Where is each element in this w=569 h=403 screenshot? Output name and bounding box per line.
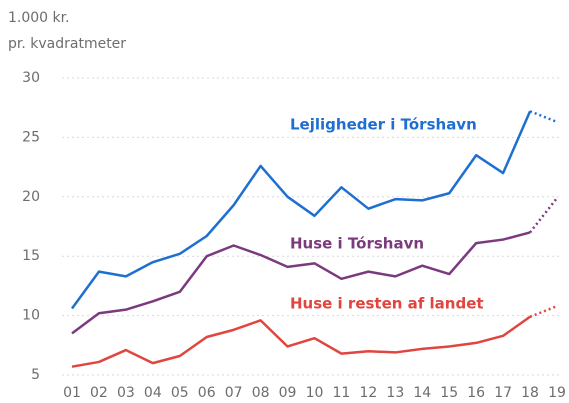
x-tick-label: 07 [225,385,243,401]
x-tick-label: 12 [359,385,377,401]
x-tick-label: 01 [63,385,81,401]
y-tick-label: 15 [22,248,40,264]
x-tick-label: 06 [198,385,216,401]
line [71,231,531,335]
x-tick-label: 19 [548,385,566,401]
line [70,110,532,310]
x-tick-label: 02 [90,385,108,401]
y-tick-label: 30 [22,70,40,86]
line [71,315,531,368]
x-tick-label: 13 [386,385,404,401]
x-tick-label: 04 [144,385,162,401]
series-label: Huse i resten af landet [290,295,484,313]
series-label: Lejligheder i Tórshavn [290,116,477,134]
x-tick-label: 17 [494,385,512,401]
y-axis-label: 1.000 kr. [8,10,70,26]
x-tick-label: 14 [413,385,431,401]
x-tick-label: 09 [279,385,297,401]
projected-line [529,197,558,234]
y-tick-label: 25 [22,129,40,145]
y-axis-label: pr. kvadratmeter [8,36,126,52]
x-tick-label: 15 [440,385,458,401]
x-tick-label: 08 [252,385,270,401]
y-tick-label: 20 [22,189,40,205]
y-tick-label: 5 [31,367,40,383]
x-tick-label: 10 [306,385,324,401]
x-tick-label: 16 [467,385,485,401]
series-label: Huse i Tórshavn [290,235,424,253]
x-tick-label: 11 [333,385,351,401]
y-tick-label: 10 [22,308,40,324]
x-tick-label: 03 [117,385,135,401]
x-tick-label: 05 [171,385,189,401]
projected-line [529,110,558,124]
x-tick-label: 18 [521,385,539,401]
